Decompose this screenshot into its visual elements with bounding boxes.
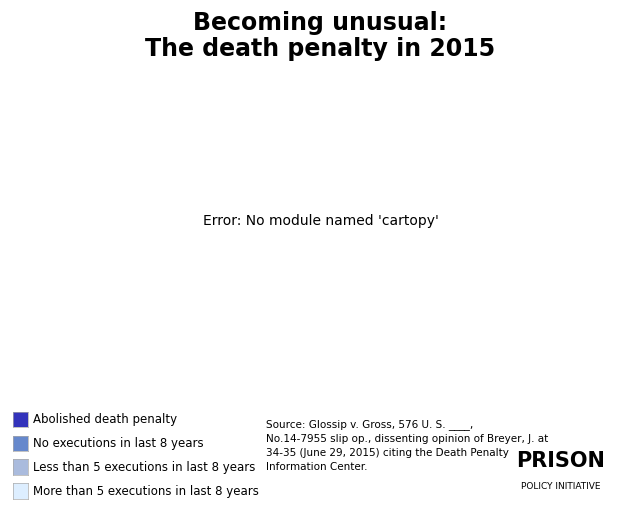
Text: Source: Glossip v. Gross, 576 U. S. ____,
No.14-7955 slip op., dissenting opinio: Source: Glossip v. Gross, 576 U. S. ____… [266, 420, 548, 472]
Text: Less than 5 executions in last 8 years: Less than 5 executions in last 8 years [33, 461, 256, 474]
Text: POLICY INITIATIVE: POLICY INITIATIVE [521, 482, 601, 491]
Text: Abolished death penalty: Abolished death penalty [33, 413, 178, 426]
Text: More than 5 executions in last 8 years: More than 5 executions in last 8 years [33, 484, 259, 498]
Text: Becoming unusual:: Becoming unusual: [194, 11, 447, 35]
Text: The death penalty in 2015: The death penalty in 2015 [146, 37, 495, 61]
Text: No executions in last 8 years: No executions in last 8 years [33, 437, 204, 450]
Text: Error: No module named 'cartopy': Error: No module named 'cartopy' [203, 214, 438, 228]
Text: PRISON: PRISON [517, 451, 605, 471]
